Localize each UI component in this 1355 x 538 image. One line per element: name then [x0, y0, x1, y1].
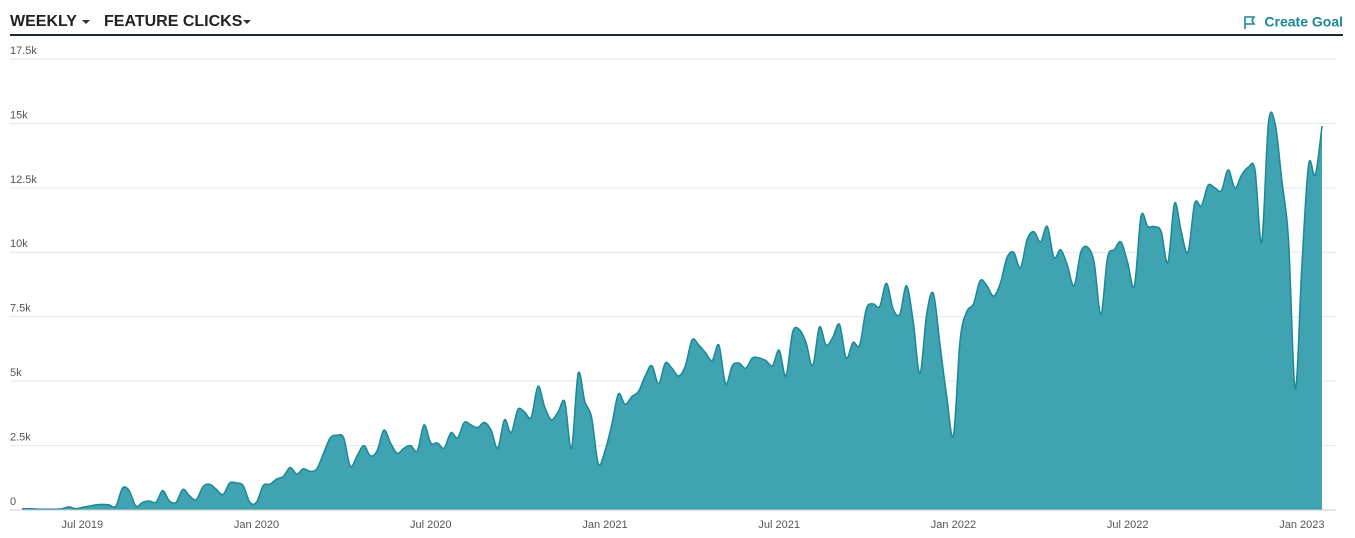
caret[interactable]: [82, 20, 90, 24]
x-tick-label: Jul 2019: [62, 519, 104, 531]
y-tick-label: 10k: [10, 238, 28, 250]
dropdown[interactable]: FEATURE CLICKS: [104, 13, 251, 30]
x-tick-label: Jan 2023: [1279, 519, 1324, 531]
y-tick-label: 12.5k: [10, 174, 37, 186]
create-goal-label[interactable]: Create Goal: [1264, 14, 1343, 30]
dropdown-label[interactable]: WEEKLY: [10, 13, 77, 30]
dropdown[interactable]: WEEKLY: [10, 13, 90, 30]
caret[interactable]: [243, 20, 251, 24]
y-tick-label: 15k: [10, 109, 28, 121]
y-tick-label: 5k: [10, 367, 22, 379]
y-tick-label: 0: [10, 496, 16, 508]
create-goal[interactable]: Create Goal: [1244, 14, 1343, 30]
x-tick-label: Jul 2020: [410, 519, 452, 531]
x-tick-label: Jan 2021: [582, 519, 627, 531]
y-tick-label: 17.5k: [10, 45, 37, 57]
dropdown-label[interactable]: FEATURE CLICKS: [104, 13, 243, 30]
x-tick-label: Jan 2022: [931, 519, 976, 531]
x-tick-label: Jul 2021: [758, 519, 800, 531]
flag-icon[interactable]: [1244, 16, 1256, 29]
area: [22, 112, 1322, 510]
x-tick-label: Jan 2020: [234, 519, 279, 531]
y-tick-label: 2.5k: [10, 431, 31, 443]
area-line: [21, 111, 1323, 511]
x-tick-label: Jul 2022: [1107, 519, 1149, 531]
y-tick-label: 7.5k: [10, 303, 31, 315]
